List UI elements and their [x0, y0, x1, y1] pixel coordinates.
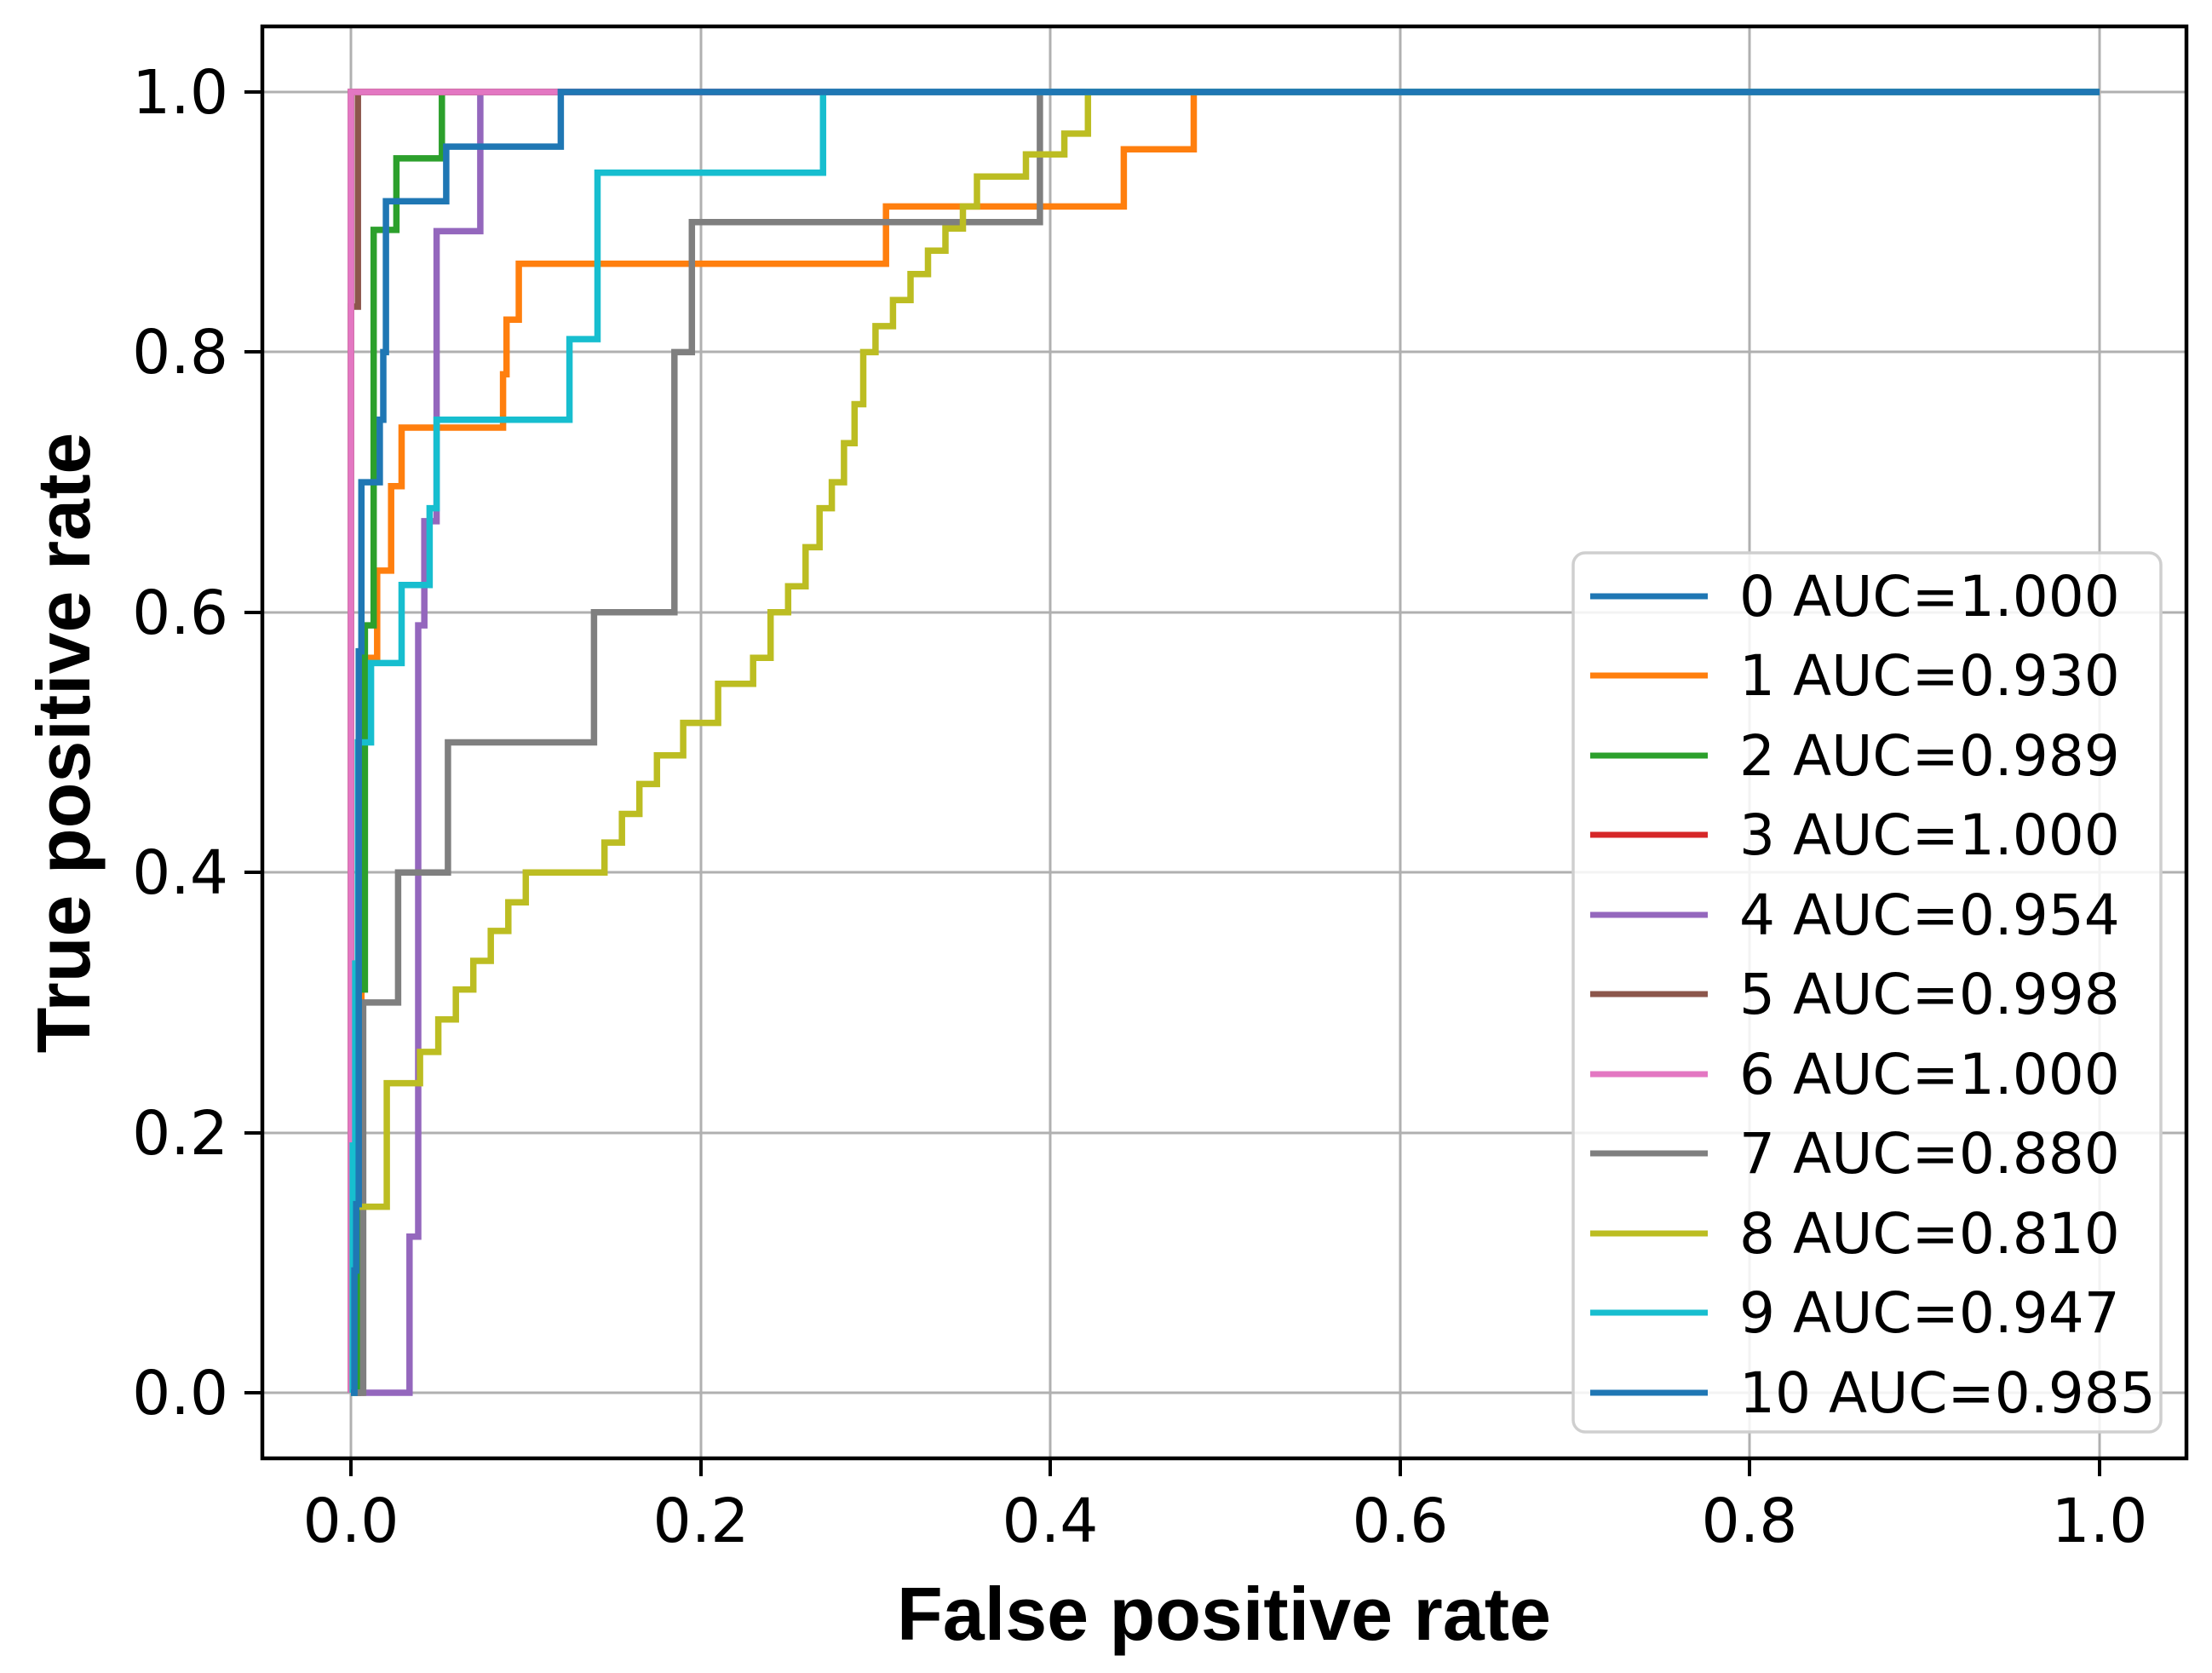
- legend-row: 0 AUC=1.000: [1590, 564, 2120, 630]
- legend-label: 2 AUC=0.989: [1739, 723, 2120, 789]
- x-tick-label: 0.0: [303, 1486, 399, 1556]
- x-axis-label: False positive rate: [897, 1572, 1551, 1656]
- legend-label: 7 AUC=0.880: [1739, 1121, 2120, 1187]
- legend-row: 6 AUC=1.000: [1590, 1042, 2120, 1107]
- legend-label: 0 AUC=1.000: [1739, 564, 2120, 630]
- legend-label: 8 AUC=0.810: [1739, 1201, 2120, 1267]
- y-tick-labels: 0.0 0.2 0.4 0.6 0.8 1.0: [132, 57, 228, 1429]
- roc-curve-10: [351, 89, 2100, 1396]
- y-axis-label: True positive rate: [21, 433, 106, 1054]
- x-tick-label: 0.4: [1003, 1486, 1099, 1556]
- legend-label: 9 AUC=0.947: [1739, 1280, 2120, 1346]
- legend-label: 3 AUC=1.000: [1739, 802, 2120, 868]
- y-tick-label: 0.8: [132, 317, 228, 388]
- legend-label: 1 AUC=0.930: [1739, 643, 2120, 709]
- x-tick-label: 0.2: [653, 1486, 750, 1556]
- legend-row: 9 AUC=0.947: [1590, 1280, 2120, 1346]
- y-tick-label: 1.0: [132, 57, 228, 128]
- legend-label: 10 AUC=0.985: [1739, 1360, 2156, 1426]
- legend-box: [1571, 551, 2163, 1434]
- legend-row: 10 AUC=0.985: [1590, 1360, 2156, 1426]
- x-tick-label: 1.0: [2052, 1486, 2148, 1556]
- roc-curves: [348, 89, 2100, 1396]
- y-tick-label: 0.6: [132, 578, 228, 648]
- legend-row: 1 AUC=0.930: [1590, 643, 2120, 709]
- x-tick-label: 0.8: [1702, 1486, 1798, 1556]
- roc-curve-4: [351, 89, 2100, 1396]
- legend-row: 8 AUC=0.810: [1590, 1201, 2120, 1267]
- y-tick-label: 0.0: [132, 1358, 228, 1429]
- y-ticks: [244, 90, 262, 1394]
- roc-curve-1: [351, 89, 2100, 1396]
- legend-row: 2 AUC=0.989: [1590, 723, 2120, 789]
- legend: 0 AUC=1.000 1 AUC=0.930 2 AUC=0.989 3 AU…: [1571, 551, 2163, 1434]
- legend-row: 5 AUC=0.998: [1590, 962, 2120, 1027]
- legend-row: 3 AUC=1.000: [1590, 802, 2120, 868]
- x-tick-labels: 0.0 0.2 0.4 0.6 0.8 1.0: [303, 1486, 2148, 1556]
- y-tick-label: 0.4: [132, 837, 228, 908]
- legend-label: 5 AUC=0.998: [1739, 962, 2120, 1027]
- roc-curve-9: [349, 89, 2100, 1396]
- legend-row: 4 AUC=0.954: [1590, 882, 2120, 948]
- roc-curve-8: [349, 89, 2100, 1396]
- legend-row: 7 AUC=0.880: [1590, 1121, 2120, 1187]
- roc-curve-7: [351, 89, 2100, 1396]
- y-tick-label: 0.2: [132, 1098, 228, 1169]
- x-ticks: [349, 1458, 2101, 1476]
- x-tick-label: 0.6: [1353, 1486, 1449, 1556]
- legend-label: 6 AUC=1.000: [1739, 1042, 2120, 1107]
- legend-label: 4 AUC=0.954: [1739, 882, 2120, 948]
- axes-spines: [260, 24, 2189, 1461]
